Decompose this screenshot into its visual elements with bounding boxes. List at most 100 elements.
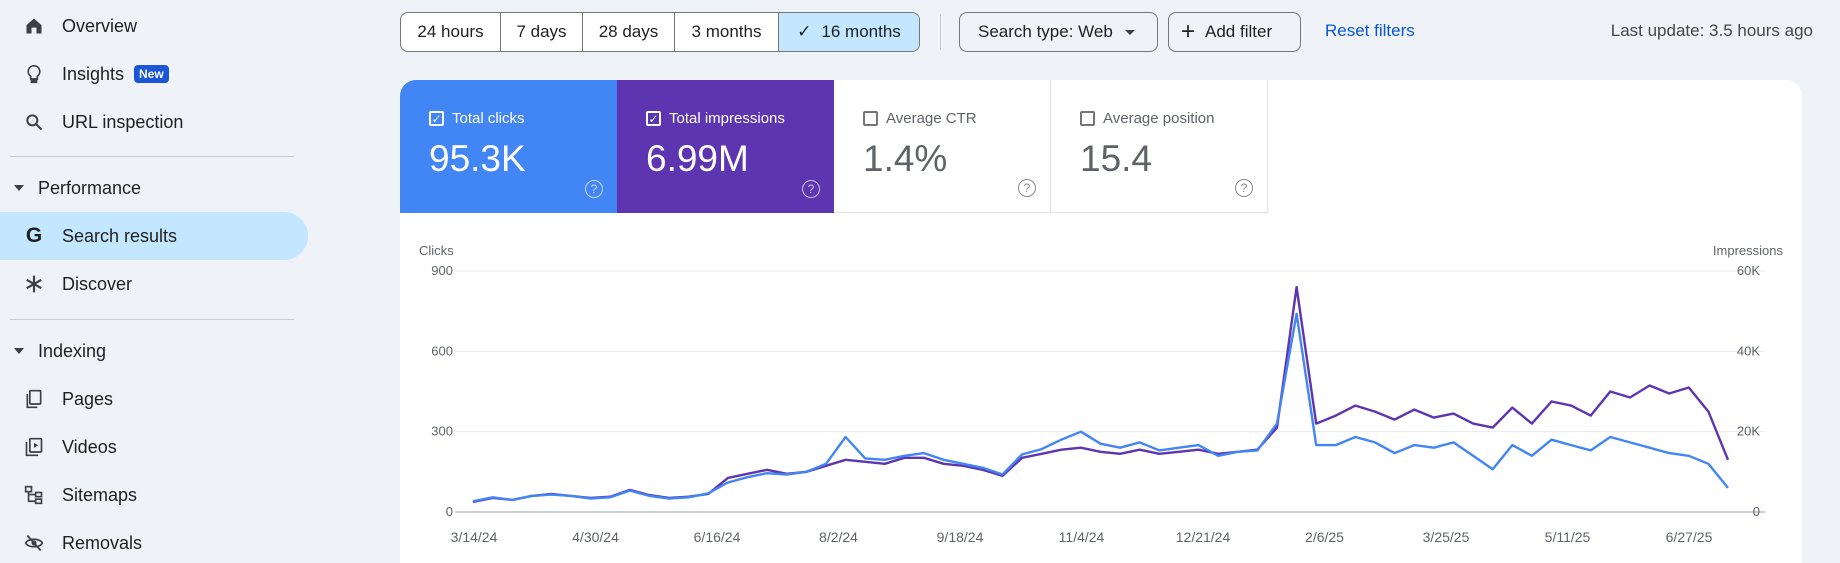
sidebar: Overview Insights New URL inspection Per…: [0, 0, 310, 563]
last-update-text: Last update: 3.5 hours ago: [1610, 21, 1813, 40]
help-icon[interactable]: ?: [585, 180, 603, 198]
dropdown-arrow-icon: [1124, 29, 1135, 35]
toolbar-divider: [940, 14, 941, 50]
checkbox-unchecked-icon[interactable]: [1080, 111, 1095, 126]
metric-label: Total clicks: [452, 110, 525, 127]
pages-icon: [22, 387, 46, 411]
sidebar-item-label: Pages: [62, 388, 114, 409]
help-icon[interactable]: ?: [802, 180, 820, 198]
new-badge: New: [134, 65, 169, 83]
sidebar-item-label: Search results: [62, 225, 178, 246]
range-label: 7 days: [516, 22, 567, 41]
add-filter-label: Add filter: [1205, 22, 1273, 41]
section-heading: Performance: [38, 177, 142, 198]
reset-filters-link[interactable]: Reset filters: [1325, 21, 1415, 40]
y-tick-label-right: 60K: [1737, 263, 1760, 278]
search-type-dropdown[interactable]: Search type: Web: [959, 12, 1158, 52]
metric-tile-ctr[interactable]: Average CTR 1.4% ?: [834, 80, 1051, 213]
left-axis-title: Clicks: [419, 243, 454, 258]
plus-icon: +: [1181, 18, 1196, 45]
x-tick-label: 3/14/24: [451, 529, 498, 545]
sidebar-item-label: Discover: [62, 273, 133, 294]
range-28-days[interactable]: 28 days: [583, 13, 675, 51]
x-tick-label: 6/27/25: [1666, 529, 1713, 545]
search-icon: [22, 110, 46, 134]
google-g-icon: G: [25, 224, 43, 247]
eye-off-icon: [22, 531, 46, 555]
range-7-days[interactable]: 7 days: [501, 13, 583, 51]
right-axis-title: Impressions: [1712, 243, 1783, 258]
checkbox-unchecked-icon[interactable]: [863, 111, 878, 126]
sitemap-icon: [22, 483, 46, 507]
metric-value: 15.4: [1080, 138, 1153, 179]
x-tick-label: 2/6/25: [1305, 529, 1344, 545]
performance-card: ✓ Total clicks 95.3K ? ✓ Total impressions…: [400, 80, 1802, 563]
help-icon[interactable]: ?: [1018, 179, 1036, 197]
metric-tile-impressions[interactable]: ✓ Total impressions 6.99M ?: [617, 80, 834, 213]
x-tick-label: 4/30/24: [572, 529, 619, 545]
sidebar-item-label: Removals: [62, 532, 143, 553]
sidebar-item-url-inspection[interactable]: URL inspection: [0, 98, 308, 146]
x-tick-label: 8/2/24: [819, 529, 858, 545]
video-icon: [22, 435, 46, 459]
performance-chart[interactable]: 0 0 300 20K 600 40K 900 60K 3/14/24 4/30/24 6/16/2…: [400, 80, 1802, 563]
range-24-hours[interactable]: 24 hours: [401, 13, 501, 51]
sidebar-item-search-results[interactable]: G Search results: [0, 212, 308, 260]
metric-tile-clicks[interactable]: ✓ Total clicks 95.3K ?: [400, 80, 617, 213]
add-filter-button[interactable]: + Add filter: [1168, 12, 1301, 52]
series-line-clicks: [472, 312, 1729, 503]
range-3-months[interactable]: 3 months: [675, 13, 779, 51]
sidebar-item-label: Insights: [62, 63, 125, 84]
sidebar-item-label: Videos: [62, 436, 117, 457]
metric-label: Average CTR: [886, 110, 977, 127]
range-label: 3 months: [691, 22, 762, 41]
sidebar-item-removals[interactable]: Removals: [0, 519, 308, 563]
x-tick-label: 3/25/25: [1423, 529, 1470, 545]
x-tick-label: 12/21/24: [1176, 529, 1231, 545]
y-tick-label-left: 0: [446, 504, 453, 519]
metric-value: 6.99M: [646, 138, 749, 179]
series-line-impressions: [472, 285, 1730, 504]
y-tick-label-right: 20K: [1737, 424, 1760, 439]
caret-down-icon: [14, 348, 24, 354]
help-icon[interactable]: ?: [1235, 179, 1253, 197]
x-tick-label: 6/16/24: [694, 529, 741, 545]
lightbulb-icon: [22, 62, 46, 86]
sidebar-item-insights[interactable]: Insights New: [0, 50, 308, 98]
metric-tile-position[interactable]: Average position 15.4 ?: [1051, 80, 1268, 213]
x-tick-label: 11/4/24: [1059, 529, 1105, 545]
range-label: 28 days: [598, 22, 659, 41]
search-type-label: Search type: Web: [978, 22, 1113, 41]
sidebar-item-discover[interactable]: Discover: [0, 260, 308, 308]
range-label: 24 hours: [417, 22, 484, 41]
check-icon: ✓: [797, 22, 812, 41]
section-heading: Indexing: [38, 340, 107, 361]
section-indexing[interactable]: Indexing: [0, 331, 300, 371]
x-tick-label: 9/18/24: [937, 529, 984, 545]
sidebar-item-videos[interactable]: Videos: [0, 423, 308, 471]
home-icon: [22, 14, 46, 38]
sidebar-item-sitemaps[interactable]: Sitemaps: [0, 471, 308, 519]
range-16-months[interactable]: ✓ 16 months: [779, 13, 919, 51]
checkbox-checked-icon[interactable]: ✓: [429, 111, 444, 126]
y-tick-label-left: 600: [431, 343, 453, 358]
sidebar-item-label: Sitemaps: [62, 484, 138, 505]
sidebar-item-label: Overview: [62, 15, 138, 36]
metric-label: Total impressions: [669, 110, 785, 127]
sidebar-item-overview[interactable]: Overview: [0, 2, 308, 50]
metric-label: Average position: [1103, 110, 1215, 127]
x-tick-label: 5/11/25: [1545, 529, 1591, 545]
metric-value: 1.4%: [863, 138, 948, 179]
metric-value: 95.3K: [429, 138, 526, 179]
range-label: 16 months: [821, 22, 901, 41]
caret-down-icon: [14, 185, 24, 191]
asterisk-icon: [22, 272, 46, 296]
y-tick-label-left: 300: [431, 424, 453, 439]
sidebar-item-pages[interactable]: Pages: [0, 375, 308, 423]
section-performance[interactable]: Performance: [0, 168, 300, 208]
checkbox-checked-icon[interactable]: ✓: [646, 111, 661, 126]
sidebar-divider: [10, 319, 294, 320]
y-tick-label-right: 40K: [1737, 343, 1760, 358]
y-tick-label-right: 0: [1753, 504, 1760, 519]
y-tick-label-left: 900: [431, 263, 453, 278]
